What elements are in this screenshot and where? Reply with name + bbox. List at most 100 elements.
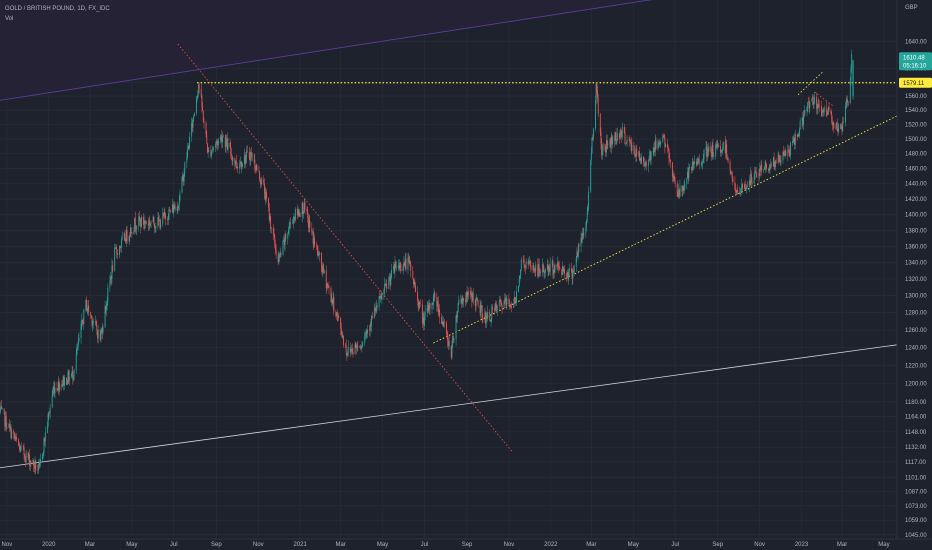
candle-body bbox=[136, 226, 138, 229]
candle-body bbox=[13, 431, 15, 434]
currency-label: GBP bbox=[905, 5, 918, 11]
candle-body bbox=[327, 285, 329, 288]
short-decline-segment[interactable] bbox=[814, 91, 834, 107]
candle-body bbox=[799, 120, 801, 130]
candle-body bbox=[309, 220, 311, 229]
trendline-drawings[interactable] bbox=[0, 0, 898, 469]
candle-body bbox=[312, 231, 314, 244]
candle-body bbox=[91, 316, 93, 326]
candle-body bbox=[658, 142, 660, 145]
candle-body bbox=[260, 183, 262, 184]
candle-body bbox=[553, 270, 555, 275]
candle-body bbox=[47, 414, 49, 427]
candle-body bbox=[542, 264, 544, 273]
candle-body bbox=[279, 253, 281, 255]
candle-body bbox=[484, 312, 486, 321]
candle-body bbox=[283, 240, 285, 246]
upper-channel-line[interactable] bbox=[0, 0, 678, 101]
candle-body bbox=[349, 346, 351, 352]
candle-body bbox=[90, 315, 92, 317]
candle-body bbox=[705, 147, 707, 150]
candle-body bbox=[62, 384, 63, 387]
candle-body bbox=[418, 301, 420, 308]
candle-body bbox=[86, 299, 87, 312]
lower-channel-line[interactable] bbox=[0, 344, 898, 469]
candle-body bbox=[644, 164, 646, 166]
candle-body bbox=[443, 321, 445, 326]
candle-body bbox=[518, 279, 520, 287]
candle-body bbox=[43, 438, 45, 453]
y-tick-label: 1340.00 bbox=[905, 261, 927, 267]
candle-body bbox=[745, 188, 747, 190]
candle-body bbox=[77, 346, 79, 347]
candle-body bbox=[607, 144, 609, 146]
candle-body bbox=[165, 215, 166, 219]
candle-body bbox=[46, 426, 48, 433]
candle-body bbox=[215, 143, 217, 148]
candle-body bbox=[481, 305, 483, 320]
candle-body bbox=[802, 118, 804, 125]
x-tick-label: 2021 bbox=[293, 542, 307, 548]
candle-body bbox=[556, 264, 558, 267]
candle-body bbox=[674, 176, 675, 182]
candle-body bbox=[253, 159, 255, 161]
candle-body bbox=[837, 128, 839, 132]
candle-body bbox=[70, 373, 72, 377]
candle-body bbox=[288, 227, 290, 231]
candle-body bbox=[350, 349, 352, 352]
candle-body bbox=[231, 154, 232, 156]
candle-body bbox=[314, 237, 316, 246]
candle-body bbox=[232, 158, 234, 161]
x-tick-label: May bbox=[878, 542, 889, 548]
candle-body bbox=[481, 305, 482, 309]
candle-body bbox=[611, 136, 613, 145]
candle-body bbox=[472, 292, 474, 301]
candle-body bbox=[110, 277, 112, 280]
x-tick-label: Mar bbox=[335, 542, 345, 548]
candle-body bbox=[76, 346, 78, 355]
volume-label[interactable]: Vol bbox=[5, 16, 14, 22]
candle-body bbox=[544, 272, 546, 274]
candle-body bbox=[311, 228, 313, 232]
candle-body bbox=[246, 151, 248, 152]
candle-body bbox=[654, 140, 656, 153]
candle-body bbox=[722, 141, 724, 150]
symbol-title[interactable]: GOLD / BRITISH POUND, 1D, FX_IDC bbox=[5, 6, 110, 12]
candle-body bbox=[355, 343, 357, 346]
price-badges: 1610.48 05:16:10 1579.11 bbox=[899, 52, 932, 88]
candle-body bbox=[130, 227, 132, 233]
candle-body bbox=[222, 136, 224, 138]
candle-body bbox=[653, 147, 655, 151]
y-tick-label: 1180.00 bbox=[905, 400, 927, 406]
candle-body bbox=[803, 113, 805, 125]
candle-body bbox=[66, 383, 68, 385]
candle-body bbox=[732, 177, 734, 183]
candle-body bbox=[534, 269, 536, 272]
candle-body bbox=[101, 328, 103, 333]
candle-body bbox=[40, 459, 41, 462]
downtrend-line[interactable] bbox=[177, 43, 512, 452]
candle-body bbox=[51, 396, 53, 408]
candle-body bbox=[630, 142, 632, 151]
candle-body bbox=[568, 268, 570, 271]
candle-body bbox=[509, 303, 511, 307]
candle-body bbox=[67, 371, 69, 384]
candle-body bbox=[467, 291, 469, 298]
candle-body bbox=[384, 284, 386, 290]
candle-body bbox=[333, 297, 335, 312]
candle-body bbox=[700, 164, 702, 165]
candle-body bbox=[446, 333, 448, 335]
candle-body bbox=[744, 183, 745, 189]
candle-body bbox=[528, 262, 530, 265]
candle-body bbox=[352, 352, 354, 355]
candle-body bbox=[570, 268, 572, 273]
candle-body bbox=[749, 180, 751, 185]
candle-body bbox=[0, 405, 2, 410]
candle-body bbox=[150, 222, 152, 224]
y-tick-label: 1540.00 bbox=[905, 108, 927, 114]
upper-dotted-segment[interactable] bbox=[797, 71, 824, 95]
candle-body bbox=[716, 143, 718, 148]
candle-body bbox=[572, 270, 574, 279]
candle-body bbox=[447, 334, 449, 347]
